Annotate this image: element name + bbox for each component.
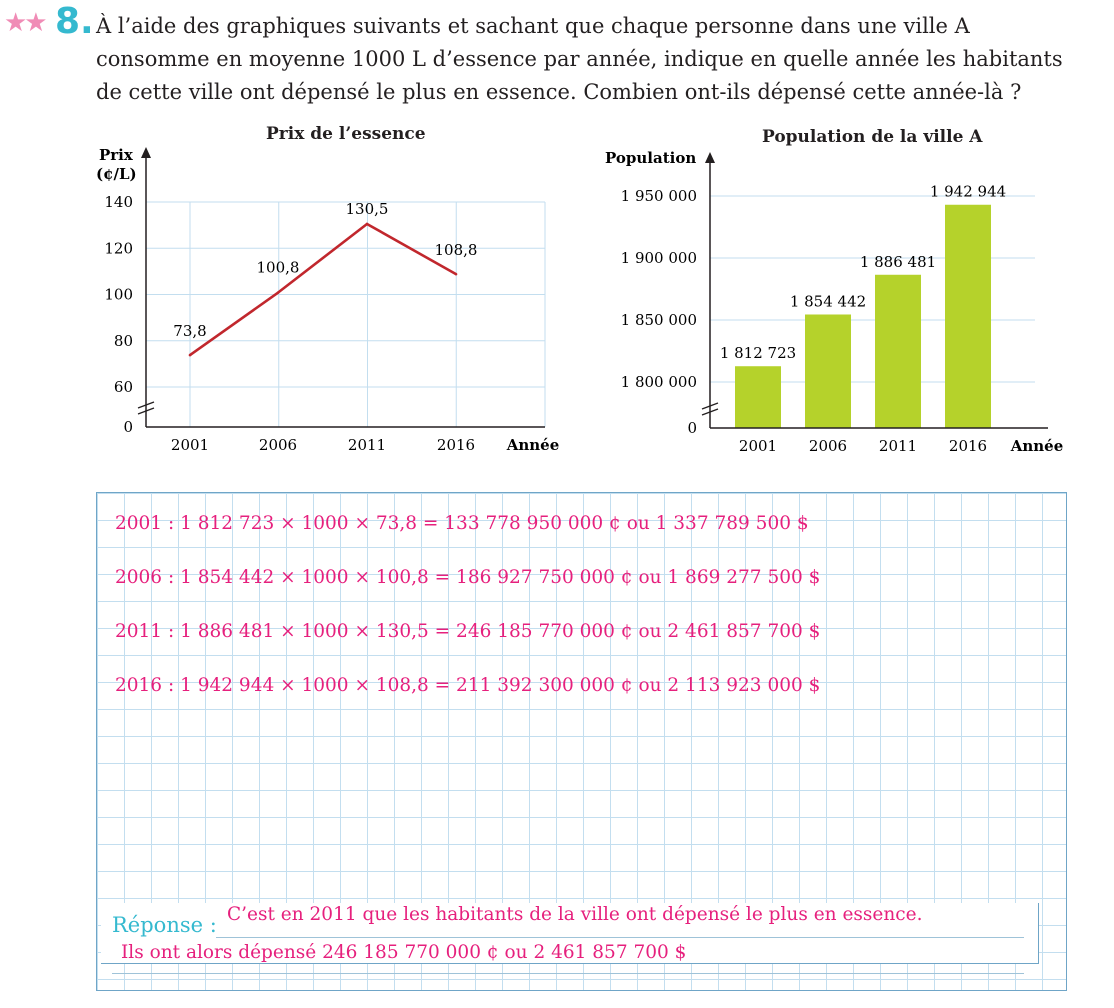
axis-break-mark (137, 407, 155, 415)
y-tick-label: 80 (114, 332, 133, 350)
price-chart-title: Prix de l’essence (266, 124, 426, 144)
axis-break-mark (701, 402, 719, 410)
y-axis-label: Population (605, 149, 696, 167)
y-tick-label: 0 (687, 419, 697, 437)
reponse-label: Réponse : (112, 913, 217, 937)
x-tick-label: 2001 (739, 437, 777, 455)
y-tick-label: 1 850 000 (621, 311, 697, 329)
x-tick-label: 2011 (348, 436, 386, 454)
price-data-label: 108,8 (435, 241, 478, 259)
population-bar-chart: 1 950 000 1 900 000 1 850 000 1 800 000 0 Pop… (605, 149, 1064, 455)
reponse-text-line-2: Ils ont alors dépensé 246 185 770 000 ¢ … (121, 942, 687, 963)
x-axis-label: Année (1010, 437, 1064, 455)
population-bar (945, 204, 991, 428)
population-data-label: 1 812 723 (720, 344, 796, 362)
price-data-point (454, 272, 458, 276)
calculation-line-2011: 2011 : 1 886 481 × 1000 × 130,5 = 246 18… (115, 621, 821, 642)
y-tick-label: 140 (104, 193, 133, 211)
y-tick-label: 1 900 000 (621, 249, 697, 267)
y-axis-arrow-icon (141, 147, 151, 158)
y-tick-label: 60 (114, 378, 133, 396)
question-text: À l’aide des graphiques suivants et sach… (96, 10, 1096, 109)
axis-break-mark (137, 401, 155, 409)
population-data-label: 1 942 944 (930, 183, 1006, 201)
x-axis-label: Année (506, 436, 560, 454)
question-line: À l’aide des graphiques suivants et sach… (96, 14, 970, 38)
population-bar (805, 314, 851, 428)
y-axis-label: Prix (99, 146, 134, 164)
y-tick-label: 120 (104, 239, 133, 257)
x-tick-label: 2016 (437, 436, 475, 454)
question-line: consomme en moyenne 1000 L d’essence par… (96, 47, 1063, 71)
exercise-number: 8. (55, 1, 94, 42)
population-chart-title: Population de la ville A (762, 127, 983, 147)
x-tick-label: 2016 (949, 437, 987, 455)
axis-break-mark (701, 408, 719, 416)
question-line: de cette ville ont dépensé le plus en es… (96, 80, 1022, 104)
x-tick-label: 2006 (809, 437, 847, 455)
price-line-chart: 140 120 100 80 60 0 Prix(¢/L) 2001 2006 2011 2016 A… (96, 146, 560, 454)
x-tick-label: 2011 (879, 437, 917, 455)
price-series-line (189, 222, 457, 357)
population-data-label: 1 886 481 (860, 253, 936, 271)
y-tick-label: 1 800 000 (621, 373, 697, 391)
population-bar (875, 274, 921, 428)
y-axis-arrow-icon (705, 152, 715, 163)
price-data-point (188, 353, 192, 357)
y-tick-label: 100 (104, 286, 133, 304)
y-axis-unit-label: (¢/L) (96, 165, 137, 183)
price-data-label: 100,8 (257, 259, 300, 277)
reponse-area[interactable] (101, 903, 1039, 964)
y-tick-label: 1 950 000 (621, 187, 697, 205)
calculation-line-2016: 2016 : 1 942 944 × 1000 × 108,8 = 211 39… (115, 675, 821, 696)
reponse-rule-2 (112, 973, 1024, 974)
calculation-line-2006: 2006 : 1 854 442 × 1000 × 100,8 = 186 92… (115, 567, 821, 588)
y-tick-label: 0 (123, 418, 133, 436)
price-data-point (365, 222, 369, 226)
difficulty-stars: ★★ (4, 8, 48, 38)
population-bar (735, 366, 781, 428)
population-data-label: 1 854 442 (790, 292, 866, 310)
price-data-point (276, 291, 280, 294)
reponse-text-line-1: C’est en 2011 que les habitants de la vi… (227, 904, 923, 925)
reponse-rule-1 (216, 937, 1024, 938)
calculation-line-2001: 2001 : 1 812 723 × 1000 × 73,8 = 133 778… (115, 513, 809, 534)
x-tick-label: 2001 (171, 436, 209, 454)
price-data-label: 73,8 (173, 322, 206, 340)
price-data-label: 130,5 (346, 200, 389, 218)
x-tick-label: 2006 (259, 436, 297, 454)
